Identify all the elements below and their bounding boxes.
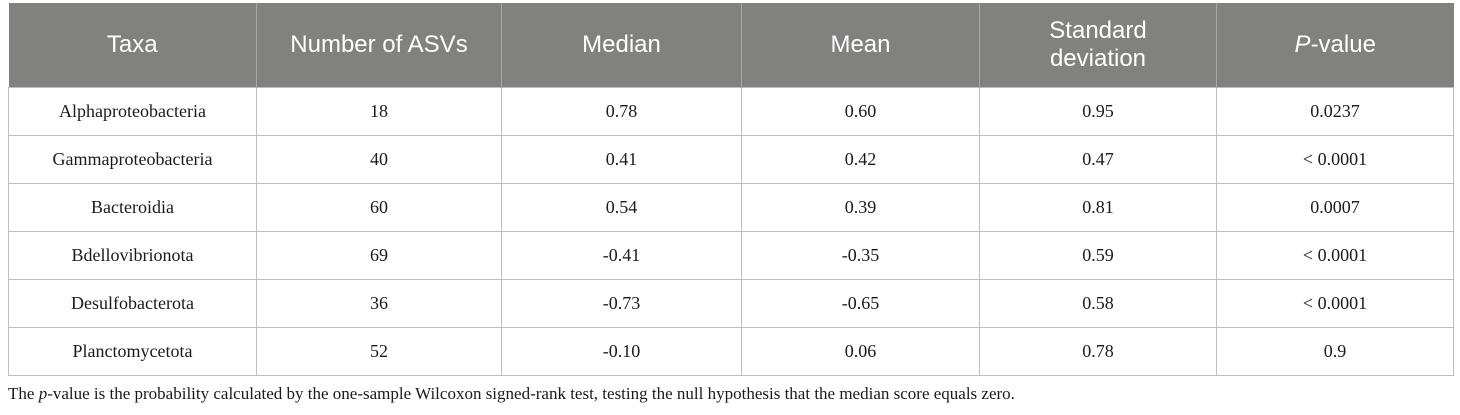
cell-median: 0.41: [501, 134, 742, 184]
cell-mean: 0.42: [741, 134, 980, 184]
header-number-of-asvs: Number of ASVs: [256, 3, 502, 87]
cell-sd: 0.78: [979, 326, 1217, 376]
cell-median: -0.73: [501, 278, 742, 328]
cell-mean: 0.39: [741, 182, 980, 232]
header-p-italic: P: [1294, 30, 1311, 58]
cell-mean: -0.35: [741, 230, 980, 280]
cell-sd: 0.95: [979, 86, 1217, 136]
cell-taxa: Bacteroidia: [8, 182, 257, 232]
table-row: Bdellovibrionota 69 -0.41 -0.35 0.59 < 0…: [8, 230, 1454, 280]
table-row: Alphaproteobacteria 18 0.78 0.60 0.95 0.…: [8, 86, 1454, 136]
table-body: Alphaproteobacteria 18 0.78 0.60 0.95 0.…: [8, 86, 1454, 376]
header-mean: Mean: [741, 3, 980, 87]
table-header: Taxa Number of ASVs Median Mean Standard…: [8, 3, 1454, 87]
cell-taxa: Planctomycetota: [8, 326, 257, 376]
cell-asvs: 60: [256, 182, 502, 232]
cell-p-value: < 0.0001: [1216, 230, 1454, 280]
cell-p-value: 0.9: [1216, 326, 1454, 376]
cell-mean: -0.65: [741, 278, 980, 328]
cell-taxa: Desulfobacterota: [8, 278, 257, 328]
cell-sd: 0.81: [979, 182, 1217, 232]
results-table: Taxa Number of ASVs Median Mean Standard…: [8, 3, 1454, 376]
header-standard-deviation: Standard deviation: [979, 3, 1217, 87]
cell-mean: 0.06: [741, 326, 980, 376]
cell-taxa: Bdellovibrionota: [8, 230, 257, 280]
header-standard-deviation-label: Standard deviation: [1049, 16, 1147, 72]
table-row: Gammaproteobacteria 40 0.41 0.42 0.47 < …: [8, 134, 1454, 184]
results-table-container: Taxa Number of ASVs Median Mean Standard…: [8, 3, 1454, 376]
header-taxa: Taxa: [8, 3, 257, 87]
cell-sd: 0.59: [979, 230, 1217, 280]
cell-sd: 0.58: [979, 278, 1217, 328]
cell-taxa: Alphaproteobacteria: [8, 86, 257, 136]
cell-p-value: < 0.0001: [1216, 134, 1454, 184]
header-row: Taxa Number of ASVs Median Mean Standard…: [8, 3, 1454, 87]
cell-mean: 0.60: [741, 86, 980, 136]
cell-median: 0.78: [501, 86, 742, 136]
cell-asvs: 52: [256, 326, 502, 376]
cell-p-value: 0.0007: [1216, 182, 1454, 232]
cell-median: 0.54: [501, 182, 742, 232]
cell-taxa: Gammaproteobacteria: [8, 134, 257, 184]
cell-sd: 0.47: [979, 134, 1217, 184]
footnote-italic-p: p: [38, 384, 48, 403]
cell-median: -0.10: [501, 326, 742, 376]
header-p-value-suffix: -value: [1310, 30, 1376, 58]
table-row: Bacteroidia 60 0.54 0.39 0.81 0.0007: [8, 182, 1454, 232]
cell-median: -0.41: [501, 230, 742, 280]
table-row: Desulfobacterota 36 -0.73 -0.65 0.58 < 0…: [8, 278, 1454, 328]
cell-asvs: 40: [256, 134, 502, 184]
cell-p-value: 0.0237: [1216, 86, 1454, 136]
header-p-value: P-value: [1216, 3, 1454, 87]
cell-asvs: 36: [256, 278, 502, 328]
header-median: Median: [501, 3, 742, 87]
cell-asvs: 69: [256, 230, 502, 280]
table-row: Planctomycetota 52 -0.10 0.06 0.78 0.9: [8, 326, 1454, 376]
table-footnote: The p-value is the probability calculate…: [8, 384, 1015, 404]
cell-asvs: 18: [256, 86, 502, 136]
footnote-rest: -value is the probability calculated by …: [47, 384, 1015, 403]
footnote-prefix: The: [8, 384, 39, 403]
cell-p-value: < 0.0001: [1216, 278, 1454, 328]
